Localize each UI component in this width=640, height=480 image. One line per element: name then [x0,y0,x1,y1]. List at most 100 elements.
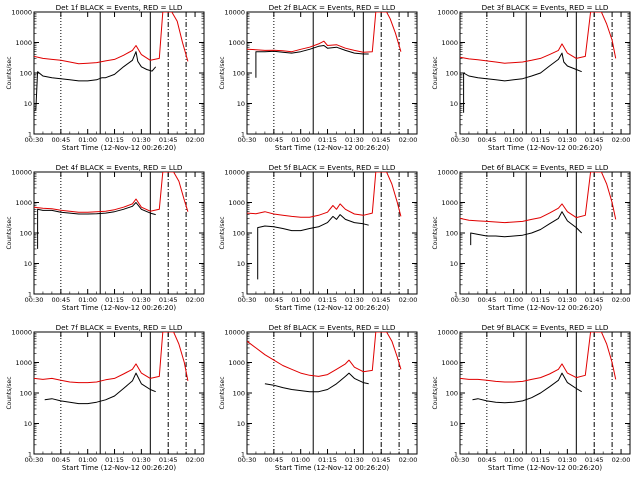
y-tick-label: 1 [241,451,245,459]
x-tick-label: 01:15 [105,136,124,144]
y-tick-label: 10000 [224,169,245,177]
x-tick-label: 00:45 [51,136,70,144]
series-events-line [463,52,582,113]
x-axis-label: Start Time (12-Nov-12 00:26:20) [488,144,602,152]
y-tick-label: 1000 [15,359,32,367]
chart-title: Det 7f BLACK = Events, RED = LLD [56,323,183,332]
y-tick-label: 1000 [228,39,245,47]
y-tick-label: 100 [20,230,32,238]
chart-panel-8: Det 8f BLACK = Events, RED = LLD 1 10 100 10… [219,323,418,472]
y-tick-label: 1000 [441,39,458,47]
y-tick-label: 100 [233,230,245,238]
series-events-line [34,51,157,111]
x-tick-label: 01:00 [291,136,310,144]
series-events-line [37,202,156,249]
chart-title: Det 2f BLACK = Events, RED = LLD [269,3,396,12]
x-tick-label: 01:45 [159,296,178,304]
series-lld-line [460,332,617,383]
y-axis-label: Counts/sec [219,216,226,249]
x-tick-label: 01:45 [585,136,604,144]
y-axis-label: Counts/sec [432,56,439,89]
y-tick-label: 10 [450,100,458,108]
series-events-line [44,372,156,405]
y-tick-label: 1000 [228,199,245,207]
x-tick-label: 00:45 [264,456,283,464]
x-tick-label: 02:00 [186,296,205,304]
y-tick-label: 10000 [224,9,245,17]
y-tick-label: 100 [446,70,458,78]
x-axis-label: Start Time (12-Nov-12 00:26:20) [62,464,176,472]
x-tick-label: 01:00 [78,456,97,464]
chart-panel-9: Det 9f BLACK = Events, RED = LLD 1 10 100 10… [432,323,631,472]
x-tick-label: 01:30 [345,296,364,304]
y-tick-label: 1 [241,291,245,299]
y-tick-label: 1000 [228,359,245,367]
chart-panel-4: Det 4f BLACK = Events, RED = LLD 1 10 100 10… [6,163,205,312]
x-tick-label: 01:30 [558,136,577,144]
y-tick-label: 100 [446,230,458,238]
x-tick-label: 01:15 [318,296,337,304]
y-axis-label: Counts/sec [432,216,439,249]
y-tick-label: 1 [28,291,32,299]
series-lld-line [34,12,189,65]
x-tick-label: 01:30 [345,136,364,144]
x-tick-label: 01:45 [372,296,391,304]
y-tick-label: 10000 [11,329,32,337]
x-tick-label: 01:30 [132,136,151,144]
x-tick-label: 00:30 [451,136,470,144]
chart-panel-5: Det 5f BLACK = Events, RED = LLD 1 10 100 10… [219,163,418,312]
chart-title: Det 8f BLACK = Events, RED = LLD [269,323,396,332]
y-tick-label: 10 [237,420,245,428]
chart-title: Det 4f BLACK = Events, RED = LLD [56,163,183,172]
chart-title: Det 1f BLACK = Events, RED = LLD [56,3,183,12]
x-tick-label: 01:15 [318,136,337,144]
y-tick-label: 10 [450,260,458,268]
x-axis-label: Start Time (12-Nov-12 00:26:20) [275,144,389,152]
x-axis-label: Start Time (12-Nov-12 00:26:20) [488,304,602,312]
y-tick-label: 100 [20,70,32,78]
y-tick-label: 1 [28,131,32,139]
chart-title: Det 5f BLACK = Events, RED = LLD [269,163,396,172]
y-tick-label: 1 [454,131,458,139]
x-tick-label: 02:00 [612,296,631,304]
y-tick-label: 10000 [224,329,245,337]
series-lld-line [247,172,402,218]
x-tick-label: 00:30 [451,296,470,304]
y-tick-label: 10 [237,260,245,268]
chart-panel-3: Det 3f BLACK = Events, RED = LLD 1 10 100 10… [432,3,631,152]
chart-title: Det 3f BLACK = Events, RED = LLD [482,3,609,12]
x-tick-label: 01:30 [558,296,577,304]
y-tick-label: 10000 [437,169,458,177]
x-tick-label: 00:45 [477,136,496,144]
series-lld-line [247,332,402,377]
y-tick-label: 100 [233,70,245,78]
y-axis-label: Counts/sec [219,56,226,89]
x-tick-label: 01:30 [132,456,151,464]
x-tick-label: 01:45 [159,136,178,144]
chart-panel-6: Det 6f BLACK = Events, RED = LLD 1 10 100 10… [432,163,631,312]
y-tick-label: 10 [24,420,32,428]
series-lld-line [460,12,617,64]
x-tick-label: 00:45 [51,456,70,464]
x-axis-label: Start Time (12-Nov-12 00:26:20) [62,144,176,152]
x-tick-label: 01:30 [345,456,364,464]
y-tick-label: 100 [20,390,32,398]
y-axis-label: Counts/sec [6,56,13,89]
series-events-line [472,372,582,404]
x-tick-label: 01:45 [372,136,391,144]
y-tick-label: 10 [237,100,245,108]
x-tick-label: 00:30 [25,136,44,144]
series-events-line [264,372,369,393]
x-tick-label: 01:45 [585,296,604,304]
chart-title: Det 6f BLACK = Events, RED = LLD [482,163,609,172]
chart-title: Det 9f BLACK = Events, RED = LLD [482,323,609,332]
x-tick-label: 02:00 [399,296,418,304]
x-tick-label: 01:00 [504,296,523,304]
y-axis-label: Counts/sec [219,376,226,409]
y-tick-label: 10000 [437,329,458,337]
plot-frame [246,11,418,135]
x-tick-label: 02:00 [399,136,418,144]
series-lld-line [34,332,189,384]
plot-frame [33,331,205,455]
x-tick-label: 00:30 [238,456,257,464]
